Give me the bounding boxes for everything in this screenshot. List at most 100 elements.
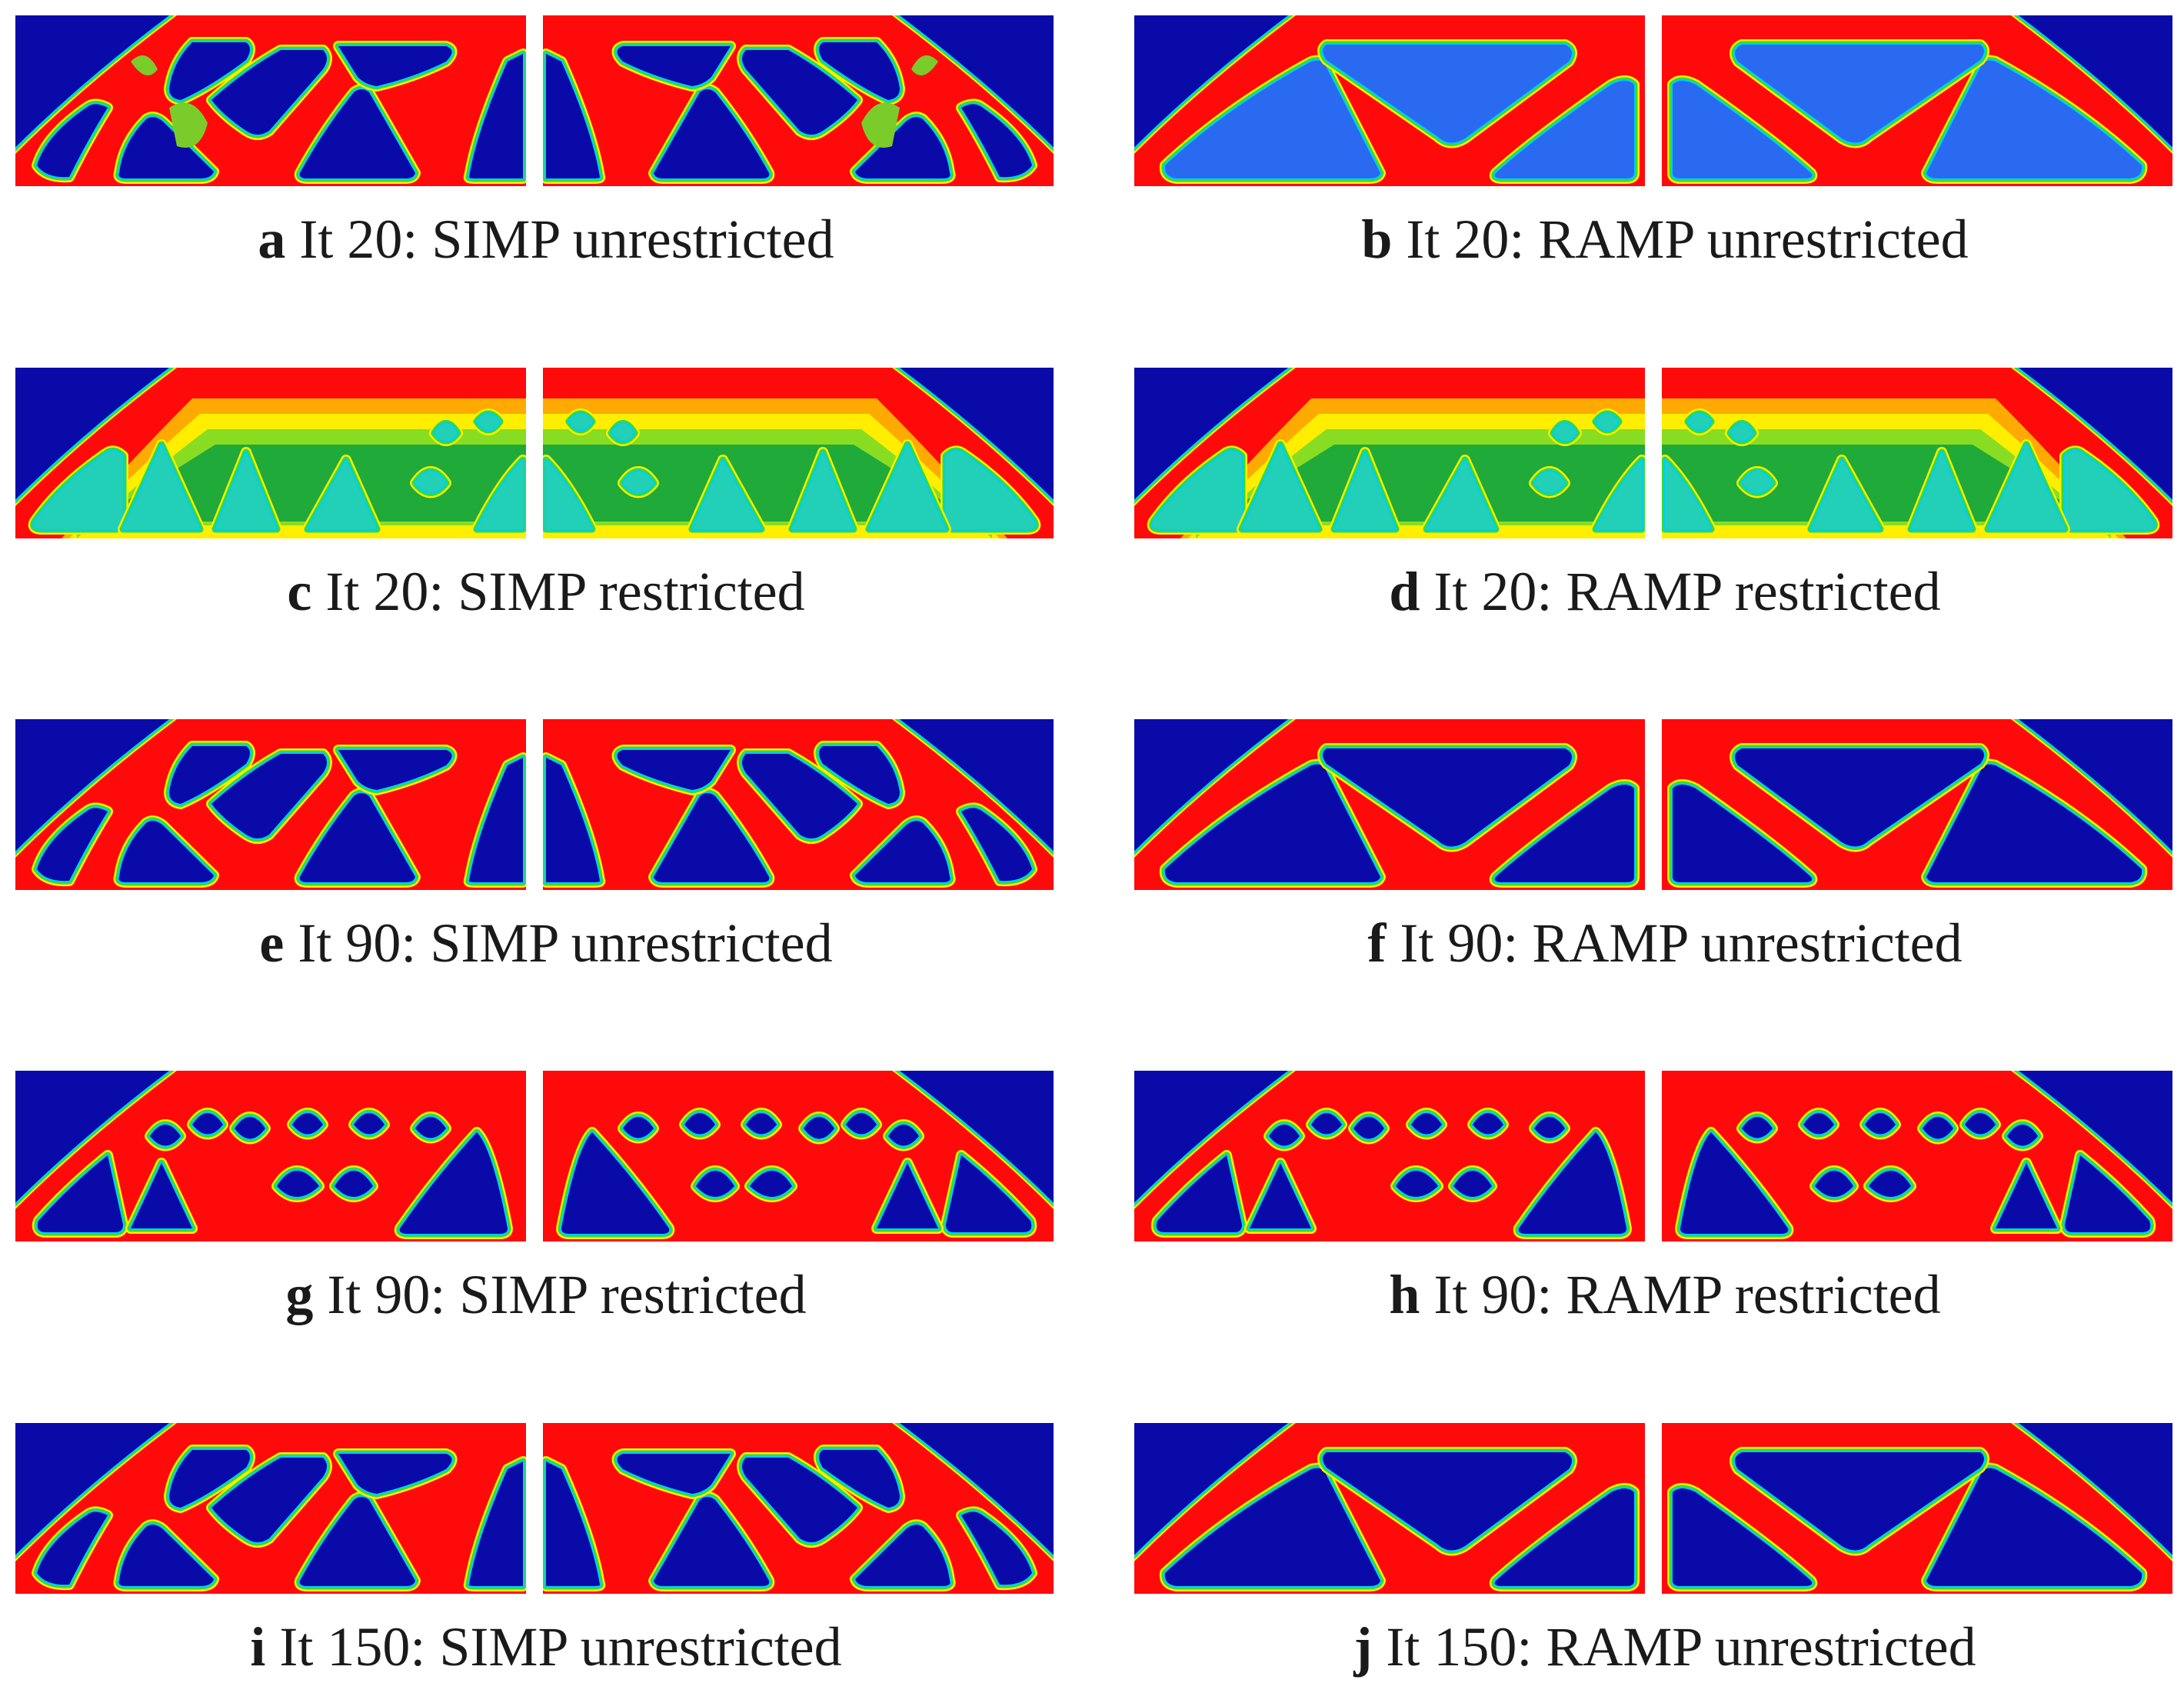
void-hole (335, 1171, 373, 1197)
void-hole (1911, 452, 1973, 529)
void-hole (1323, 748, 1572, 847)
void-hole (292, 1113, 323, 1135)
void-hole (961, 1511, 1032, 1585)
density-plot (1134, 15, 1645, 186)
void-hole (299, 89, 415, 178)
void-hole (1803, 1113, 1834, 1135)
figure-panel-j: j It 150: RAMP unrestricted (1134, 1423, 2184, 1678)
void-hole (150, 1125, 181, 1146)
void-hole (169, 42, 250, 100)
void-hole (1323, 45, 1572, 143)
intermediate-density-zone (169, 102, 208, 148)
void-hole (1680, 1132, 1789, 1234)
left-half-result (1134, 368, 1645, 538)
panel-caption-text: It 20: SIMP unrestricted (299, 208, 834, 270)
void-hole (1164, 1468, 1380, 1586)
void-hole (415, 472, 446, 493)
void-hole (211, 754, 327, 838)
void-hole (33, 451, 123, 529)
void-hole (192, 1113, 223, 1135)
void-hole (338, 46, 452, 86)
void-hole (1688, 414, 1711, 430)
panel-letter: f (1367, 912, 1387, 974)
void-hole (1553, 423, 1576, 441)
void-hole (819, 746, 900, 804)
void-hole (1396, 1171, 1438, 1197)
right-half-result (1662, 1071, 2172, 1241)
void-hole (654, 1497, 770, 1586)
density-plot (1662, 15, 2172, 186)
density-plot (1134, 368, 1645, 538)
void-hole (468, 758, 523, 882)
panel-letter: b (1361, 208, 1393, 270)
void-hole (1815, 1171, 1853, 1197)
right-half-result (543, 15, 1054, 186)
figure-panel-c: c It 20: SIMP restricted (15, 368, 1077, 622)
void-hole (415, 1117, 446, 1138)
void-hole (299, 793, 415, 882)
left-half-result (15, 1071, 526, 1241)
void-hole (477, 460, 523, 529)
void-hole (846, 1113, 877, 1135)
density-plot (543, 1071, 1054, 1241)
panel-images (1134, 15, 2184, 186)
void-hole (2065, 451, 2155, 529)
panel-caption-text: It 90: SIMP unrestricted (298, 912, 833, 974)
void-hole (468, 1461, 523, 1586)
panel-caption: f It 90: RAMP unrestricted (1134, 911, 2184, 975)
void-hole (750, 1171, 792, 1197)
left-half-result (15, 1423, 526, 1594)
figure-panel-g: g It 90: SIMP restricted (15, 1071, 1077, 1325)
void-hole (961, 104, 1032, 178)
left-half-result (1134, 1071, 1645, 1241)
void-hole (1427, 460, 1496, 529)
void-hole (623, 472, 654, 493)
void-hole (1242, 445, 1319, 529)
void-hole (742, 1458, 857, 1542)
density-plot (15, 368, 526, 538)
figure-panel-i: i It 150: SIMP unrestricted (15, 1423, 1077, 1678)
void-hole (804, 1117, 834, 1139)
panel-images (1134, 1071, 2184, 1241)
void-hole (354, 1113, 385, 1135)
void-hole (169, 1450, 250, 1508)
panel-caption-text: It 150: SIMP unrestricted (279, 1616, 842, 1678)
density-plot (15, 719, 526, 890)
void-hole (2065, 1155, 2151, 1232)
void-hole (169, 746, 250, 804)
void-hole (1869, 1171, 1911, 1197)
panel-caption: d It 20: RAMP restricted (1134, 560, 2184, 624)
density-plot (543, 15, 1054, 186)
right-half-result (1662, 719, 2172, 890)
void-hole (1735, 1452, 1984, 1551)
void-hole (338, 1454, 452, 1494)
void-hole (468, 54, 523, 178)
void-hole (277, 1171, 319, 1197)
density-plot (15, 1423, 526, 1594)
void-hole (1596, 460, 1642, 529)
intermediate-density-zone (131, 55, 158, 75)
panel-caption-text: It 90: SIMP restricted (327, 1264, 807, 1325)
void-hole (37, 1155, 123, 1232)
panel-images (1134, 368, 2184, 538)
panel-letter: e (259, 912, 285, 974)
void-hole (123, 445, 200, 529)
void-hole (1811, 460, 1880, 529)
void-hole (1996, 1163, 2057, 1228)
void-hole (1673, 81, 1813, 178)
figure-panel-a: a It 20: SIMP unrestricted (15, 15, 1077, 270)
void-hole (1164, 764, 1380, 882)
panel-letter: h (1389, 1264, 1420, 1325)
void-hole (1334, 452, 1396, 529)
void-hole (118, 821, 214, 882)
void-hole (611, 423, 634, 441)
void-hole (869, 445, 946, 529)
panel-caption: j It 150: RAMP unrestricted (1134, 1615, 2184, 1679)
panel-images (15, 368, 1077, 538)
void-hole (1965, 1113, 1996, 1135)
void-hole (118, 117, 214, 178)
void-hole (1865, 1113, 1896, 1135)
right-half-result (1662, 1423, 2172, 1594)
void-hole (1742, 1117, 1773, 1138)
void-hole (1473, 1113, 1503, 1135)
